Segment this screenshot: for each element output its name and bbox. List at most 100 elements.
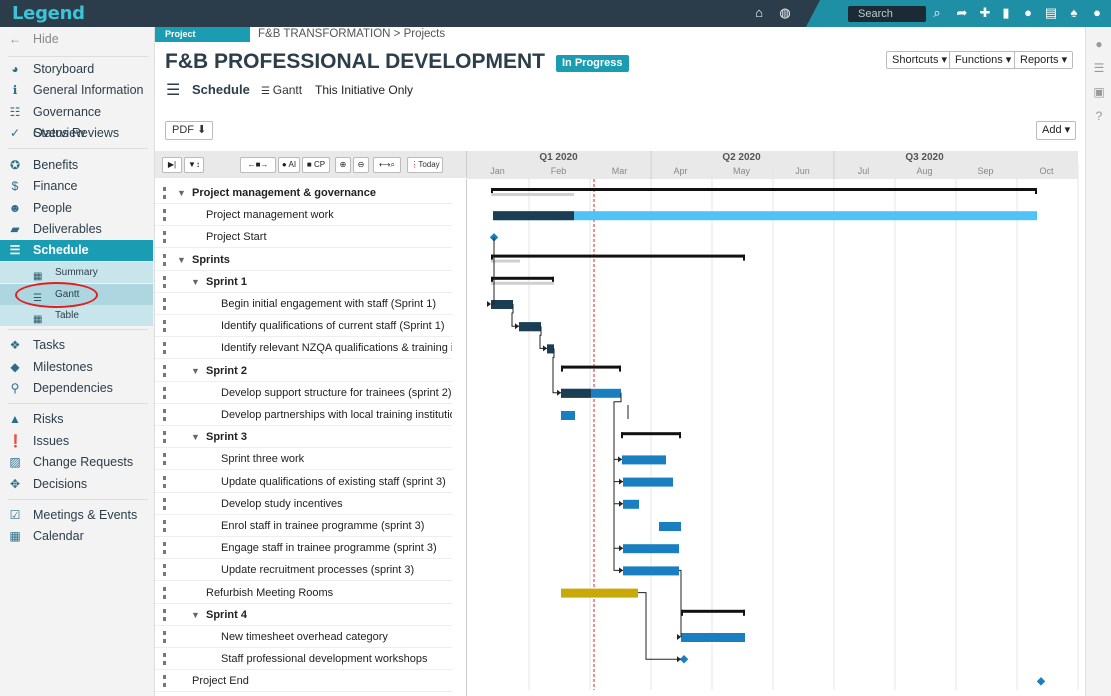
- task-row[interactable]: Update qualifications of existing staff …: [155, 471, 452, 493]
- task-row[interactable]: Update recruitment processes (sprint 3): [155, 559, 452, 582]
- collapse-toggle-icon[interactable]: ▼: [177, 188, 186, 198]
- sidebar-item-dependencies[interactable]: ⚲ Dependencies: [0, 378, 153, 399]
- drag-handle-icon[interactable]: [163, 631, 166, 643]
- zoom-out-icon[interactable]: ⊖: [353, 157, 369, 173]
- drag-handle-icon[interactable]: [163, 231, 166, 244]
- drag-handle-icon[interactable]: [163, 253, 166, 266]
- reports-button[interactable]: Reports ▾: [1014, 51, 1074, 69]
- expand-all-button[interactable]: ▶|: [162, 157, 182, 173]
- task-row[interactable]: ▼ Sprint 1: [155, 271, 452, 293]
- collapse-toggle-icon[interactable]: ▼: [191, 365, 200, 376]
- search-icon[interactable]: ⌕: [933, 5, 941, 20]
- functions-button[interactable]: Functions ▾: [949, 51, 1018, 69]
- drag-handle-icon[interactable]: [163, 675, 166, 688]
- task-row[interactable]: ▼ Sprint 3: [155, 426, 452, 449]
- task-row[interactable]: ▼ Sprint 4: [155, 604, 452, 626]
- drag-handle-icon[interactable]: [163, 475, 166, 488]
- plus-icon[interactable]: ✚: [979, 5, 991, 20]
- task-row[interactable]: ▼ Sprint 2: [155, 360, 452, 382]
- task-row[interactable]: Develop support structure for trainees (…: [155, 382, 452, 404]
- sidebar-subitem-table[interactable]: ▦ Table: [0, 305, 153, 326]
- sidebar-item-schedule[interactable]: ☰ Schedule: [0, 240, 153, 261]
- drag-handle-icon[interactable]: [163, 298, 166, 310]
- sidebar-item-general-information[interactable]: ℹ General Information: [0, 80, 153, 101]
- task-row[interactable]: Develop partnerships with local training…: [155, 404, 452, 426]
- task-row[interactable]: Identify qualifications of current staff…: [155, 315, 452, 338]
- collapse-toggle-icon[interactable]: ▼: [177, 254, 186, 265]
- drag-handle-icon[interactable]: [163, 497, 166, 510]
- ai-toggle-button[interactable]: ● AI: [278, 157, 300, 173]
- drag-handle-icon[interactable]: [163, 342, 166, 355]
- task-row[interactable]: ▼ Sprints: [155, 249, 452, 271]
- add-button[interactable]: Add ▾: [1036, 121, 1077, 140]
- sidebar-item-storyboard[interactable]: ◕ Storyboard: [0, 59, 153, 80]
- scroll-timeline-button[interactable]: ←■→: [240, 157, 276, 173]
- task-row[interactable]: Project End: [155, 670, 452, 693]
- task-row[interactable]: New timesheet overhead category: [155, 626, 452, 648]
- search-input[interactable]: Search: [848, 6, 926, 22]
- sidebar-item-status-reviews[interactable]: ✓ Status Reviews: [0, 123, 153, 144]
- sidebar-item-deliverables[interactable]: ▰ Deliverables: [0, 219, 153, 240]
- pdf-export-button[interactable]: PDF ⬇: [165, 121, 214, 140]
- gantt-view-tab[interactable]: ☰ Gantt: [261, 83, 302, 97]
- splitter[interactable]: [452, 179, 467, 696]
- list-icon[interactable]: ☰: [1093, 61, 1105, 75]
- document-icon[interactable]: ▤: [1044, 5, 1058, 20]
- drag-handle-icon[interactable]: [163, 364, 166, 377]
- drag-handle-icon[interactable]: [163, 520, 166, 532]
- sidebar-item-calendar[interactable]: ▦ Calendar: [0, 526, 153, 547]
- bell-icon[interactable]: ♠: [1070, 5, 1078, 20]
- drag-handle-icon[interactable]: [163, 431, 166, 444]
- drag-handle-icon[interactable]: [163, 187, 166, 199]
- task-row[interactable]: Identify relevant NZQA qualifications & …: [155, 337, 452, 360]
- task-row[interactable]: Develop study incentives: [155, 493, 452, 515]
- drag-handle-icon[interactable]: [163, 542, 166, 555]
- collapse-all-button[interactable]: ▼↕: [184, 157, 204, 173]
- drag-handle-icon[interactable]: [163, 209, 166, 222]
- sidebar-item-change-requests[interactable]: ▨ Change Requests: [0, 452, 153, 473]
- drag-handle-icon[interactable]: [163, 586, 166, 599]
- collapse-toggle-icon[interactable]: ▼: [191, 432, 200, 443]
- breadcrumb[interactable]: F&B TRANSFORMATION > Projects: [258, 28, 446, 40]
- help-icon[interactable]: ?: [1095, 109, 1103, 123]
- task-row[interactable]: ▼ Project management & governance: [155, 182, 452, 204]
- task-row[interactable]: Begin initial engagement with staff (Spr…: [155, 293, 452, 315]
- shortcuts-button[interactable]: Shortcuts ▾: [886, 51, 954, 69]
- sidebar-item-people[interactable]: ☻ People: [0, 198, 153, 219]
- sidebar-item-finance[interactable]: $ Finance: [0, 176, 153, 197]
- zoom-in-icon[interactable]: ⊕: [335, 157, 351, 173]
- initiative-filter[interactable]: This Initiative Only: [315, 83, 414, 97]
- sidebar-item-tasks[interactable]: ❖ Tasks: [0, 335, 153, 356]
- sidebar-item-benefits[interactable]: ✪ Benefits: [0, 155, 153, 176]
- drag-handle-icon[interactable]: [163, 453, 166, 466]
- task-row[interactable]: Project management work: [155, 204, 452, 227]
- drag-handle-icon[interactable]: [163, 564, 166, 577]
- home-icon[interactable]: ⌂: [755, 5, 763, 20]
- sidebar-item-issues[interactable]: ❗ Issues: [0, 431, 153, 452]
- task-row[interactable]: Sprint three work: [155, 448, 452, 471]
- app-logo[interactable]: Legend: [12, 3, 85, 24]
- hide-sidebar-button[interactable]: ← Hide: [0, 29, 153, 50]
- bookmark-icon[interactable]: ▮: [1002, 5, 1010, 20]
- today-button[interactable]: ⋮Today: [407, 157, 443, 173]
- sidebar-item-meetings-events[interactable]: ☑ Meetings & Events: [0, 505, 153, 526]
- user-icon[interactable]: ●: [1093, 5, 1101, 20]
- fit-zoom-button[interactable]: ⟷⌕: [373, 157, 401, 173]
- lock-icon[interactable]: ▣: [1093, 85, 1105, 99]
- chat-icon[interactable]: ●: [1024, 5, 1032, 20]
- task-row[interactable]: Refurbish Meeting Rooms: [155, 582, 452, 604]
- critical-path-button[interactable]: ■ CP: [302, 157, 330, 173]
- sidebar-subitem-summary[interactable]: ▦ Summary: [0, 262, 153, 283]
- comment-icon[interactable]: ●: [1095, 37, 1103, 51]
- globe-icon[interactable]: ◍: [779, 5, 791, 20]
- sidebar-item-risks[interactable]: ▲ Risks: [0, 409, 153, 430]
- drag-handle-icon[interactable]: [163, 608, 166, 621]
- drag-handle-icon[interactable]: [163, 653, 166, 666]
- drag-handle-icon[interactable]: [163, 275, 166, 288]
- task-row[interactable]: Engage staff in trainee programme (sprin…: [155, 537, 452, 560]
- task-row[interactable]: Enrol staff in trainee programme (sprint…: [155, 515, 452, 537]
- drag-handle-icon[interactable]: [163, 409, 166, 421]
- task-row[interactable]: Project Start: [155, 226, 452, 249]
- sidebar-item-decisions[interactable]: ✥ Decisions: [0, 474, 153, 495]
- drag-handle-icon[interactable]: [163, 386, 166, 399]
